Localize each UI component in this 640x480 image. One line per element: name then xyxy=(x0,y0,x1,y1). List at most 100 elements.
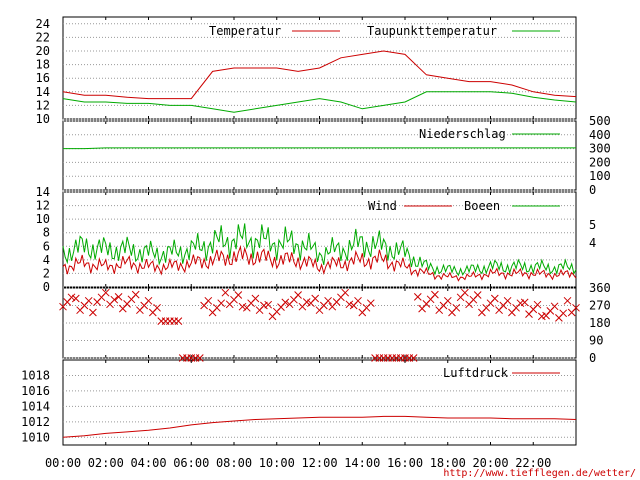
y-tick-label-right: 500 xyxy=(589,114,611,128)
y-tick-label: 2 xyxy=(43,266,50,280)
wind-direction-point xyxy=(238,302,247,311)
wind-direction-point xyxy=(101,288,110,297)
x-tick-label: 10:00 xyxy=(259,456,295,470)
legend-taupunkttemperatur: Taupunkttemperatur xyxy=(367,24,497,38)
x-tick-label: 20:00 xyxy=(472,456,508,470)
wind-direction-point xyxy=(443,296,452,305)
legend-wind: Wind xyxy=(368,199,397,213)
y-tick-label-right: 0 xyxy=(589,351,596,365)
boeen-series-line xyxy=(62,223,577,277)
wind-direction-point xyxy=(461,288,469,297)
y-tick-label-right: 0 xyxy=(589,183,596,197)
y-tick-label: 12 xyxy=(36,199,50,213)
y-tick-label-right: 200 xyxy=(589,155,611,169)
y-tick-label: 14 xyxy=(36,185,50,199)
x-tick-label: 00:00 xyxy=(45,456,81,470)
wind-direction-point xyxy=(221,288,230,297)
wind-direction-point xyxy=(204,296,213,305)
wind-direction-point xyxy=(110,295,119,304)
y-tick-label: 4 xyxy=(43,253,50,267)
x-tick-label: 08:00 xyxy=(216,456,252,470)
legend-niederschlag: Niederschlag xyxy=(419,127,506,141)
niederschlag-series-line xyxy=(63,147,576,150)
y-tick-label: 1016 xyxy=(21,384,50,398)
x-tick-label: 14:00 xyxy=(344,456,380,470)
wind-direction-point xyxy=(302,298,311,306)
legend-temperatur: Temperatur xyxy=(209,24,281,38)
y-tick-label: 8 xyxy=(43,226,50,240)
x-tick-label: 04:00 xyxy=(130,456,166,470)
wind-direction-point xyxy=(281,298,290,307)
y-tick-label-right: 90 xyxy=(589,334,603,348)
wind-direction-point xyxy=(559,309,568,318)
wind-direction-point xyxy=(174,317,183,325)
luftdruck-series-line xyxy=(62,415,577,438)
y-tick-label: 10 xyxy=(36,212,50,226)
x-tick-label: 22:00 xyxy=(515,456,551,470)
x-tick-label: 12:00 xyxy=(301,456,337,470)
wind-direction-point xyxy=(153,303,161,312)
wind-direction-point xyxy=(473,291,482,299)
x-tick-label: 16:00 xyxy=(387,456,423,470)
wind-direction-point xyxy=(311,294,320,303)
y-tick-label: 1014 xyxy=(21,399,50,413)
y-tick-label: 6 xyxy=(43,239,50,253)
wind-direction-point xyxy=(413,293,422,301)
wind-direction-point xyxy=(345,300,354,309)
y-tick-label-right: 270 xyxy=(589,299,611,313)
wind-direction-point xyxy=(217,299,226,308)
wind-direction-point xyxy=(409,354,418,362)
y-tick-label: 18 xyxy=(36,58,50,72)
wind-direction-point xyxy=(131,290,140,299)
y-tick-label: 1018 xyxy=(21,368,50,382)
y-tick-label-right: 360 xyxy=(589,281,611,295)
y-tick-label: 1010 xyxy=(21,430,50,444)
source-url: http://www.tiefflegen.de/wetter/ xyxy=(443,468,636,479)
wind-direction-point xyxy=(341,288,350,297)
y-tick-label: 20 xyxy=(36,44,50,58)
y-tick-label-right: 400 xyxy=(589,128,611,142)
wind-direction-point xyxy=(572,303,580,312)
y-tick-label: 10 xyxy=(36,112,50,126)
wind-direction-point xyxy=(431,290,439,299)
y-tick-label-right: 4 xyxy=(589,236,596,250)
y-tick-label: 1012 xyxy=(21,415,50,429)
wind-direction-point xyxy=(503,296,512,305)
wind-direction-point xyxy=(251,294,260,303)
wind-direction-point xyxy=(520,298,529,307)
wind-direction-point xyxy=(533,300,542,309)
x-tick-label: 02:00 xyxy=(88,456,124,470)
y-tick-label: 14 xyxy=(36,85,50,99)
x-tick-label: 06:00 xyxy=(173,456,209,470)
wind-direction-point xyxy=(366,299,375,308)
y-tick-label-right: 180 xyxy=(589,316,611,330)
wind-direction-point xyxy=(550,302,559,311)
temperature-series-line xyxy=(62,91,577,113)
y-tick-label-right: 300 xyxy=(589,142,611,156)
wind-direction-point xyxy=(324,296,332,305)
wind-direction-point xyxy=(234,291,243,299)
wind-direction-point xyxy=(195,354,204,362)
wind-direction-point xyxy=(264,300,273,309)
wind-direction-point xyxy=(294,291,302,299)
y-tick-label-right: 5 xyxy=(589,218,596,232)
y-tick-label: 16 xyxy=(36,71,50,85)
wind-direction-point xyxy=(84,296,93,305)
y-tick-label-right: 100 xyxy=(589,169,611,183)
y-tick-label: 0 xyxy=(43,280,50,294)
y-tick-label: 12 xyxy=(36,98,50,112)
legend-boeen: Boeen xyxy=(464,199,500,213)
wind-direction-point xyxy=(563,296,572,305)
y-tick-label: 24 xyxy=(36,17,50,31)
wind-series-line xyxy=(62,244,577,282)
y-tick-label: 22 xyxy=(36,30,50,44)
wind-direction-point xyxy=(67,293,76,302)
legend-luftdruck: Luftdruck xyxy=(443,366,509,380)
panel-frame-3 xyxy=(62,287,577,359)
x-tick-label: 18:00 xyxy=(430,456,466,470)
temperature-series-line xyxy=(62,50,577,100)
wind-direction-point xyxy=(71,294,80,303)
wind-direction-point xyxy=(114,293,123,301)
wind-direction-point xyxy=(452,303,461,312)
